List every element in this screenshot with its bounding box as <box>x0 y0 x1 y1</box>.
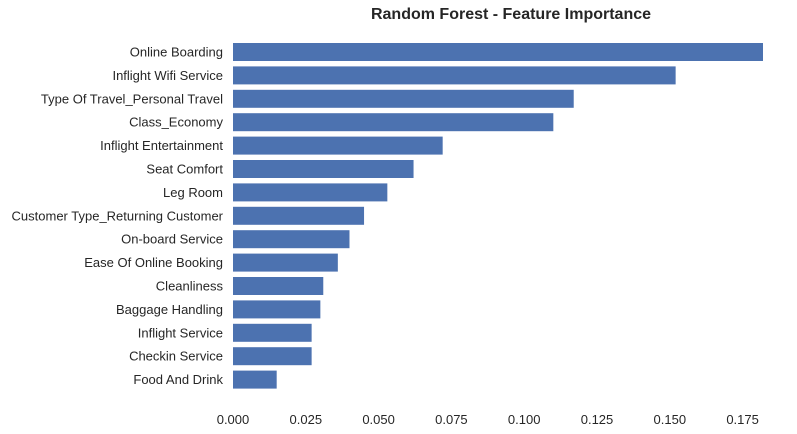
bar <box>233 43 763 61</box>
bar <box>233 347 312 366</box>
category-label: Food And Drink <box>133 372 223 387</box>
bar <box>233 230 350 249</box>
bar <box>233 183 388 202</box>
bar <box>233 113 554 132</box>
bar <box>233 300 321 319</box>
x-tick-label: 0.050 <box>362 412 395 427</box>
x-axis-ticks: 0.000 0.025 0.050 0.075 0.100 0.125 0.150 0.175 <box>217 412 759 427</box>
bar <box>233 136 443 155</box>
x-tick-label: 0.100 <box>508 412 541 427</box>
category-label: On-board Service <box>121 232 223 247</box>
bars-group <box>233 43 763 389</box>
category-label: Class_Economy <box>129 115 223 130</box>
category-label: Leg Room <box>163 185 223 200</box>
bar <box>233 89 574 108</box>
category-label: Cleanliness <box>156 279 224 294</box>
bar <box>233 277 324 295</box>
bar <box>233 206 365 225</box>
category-label: Baggage Handling <box>116 302 223 317</box>
x-tick-label: 0.125 <box>581 412 614 427</box>
category-label: Inflight Wifi Service <box>112 68 223 83</box>
bar <box>233 323 312 342</box>
bar <box>233 253 338 272</box>
category-label: Ease Of Online Booking <box>84 255 223 270</box>
category-label: Type Of Travel_Personal Travel <box>41 91 223 106</box>
category-label: Customer Type_Returning Customer <box>12 208 224 223</box>
category-label: Seat Comfort <box>146 162 223 177</box>
category-labels: Online Boarding Inflight Wifi Service Type… <box>12 45 224 388</box>
x-tick-label: 0.025 <box>290 412 323 427</box>
x-tick-label: 0.000 <box>217 412 250 427</box>
x-tick-label: 0.075 <box>435 412 468 427</box>
x-tick-label: 0.175 <box>726 412 759 427</box>
bar <box>233 66 676 85</box>
chart-title: Random Forest - Feature Importance <box>371 6 651 23</box>
bar <box>233 370 277 389</box>
x-tick-label: 0.150 <box>654 412 687 427</box>
category-label: Online Boarding <box>130 45 223 60</box>
category-label: Inflight Service <box>138 325 223 340</box>
category-label: Checkin Service <box>129 349 223 364</box>
category-label: Inflight Entertainment <box>100 138 223 153</box>
bar <box>233 160 414 178</box>
